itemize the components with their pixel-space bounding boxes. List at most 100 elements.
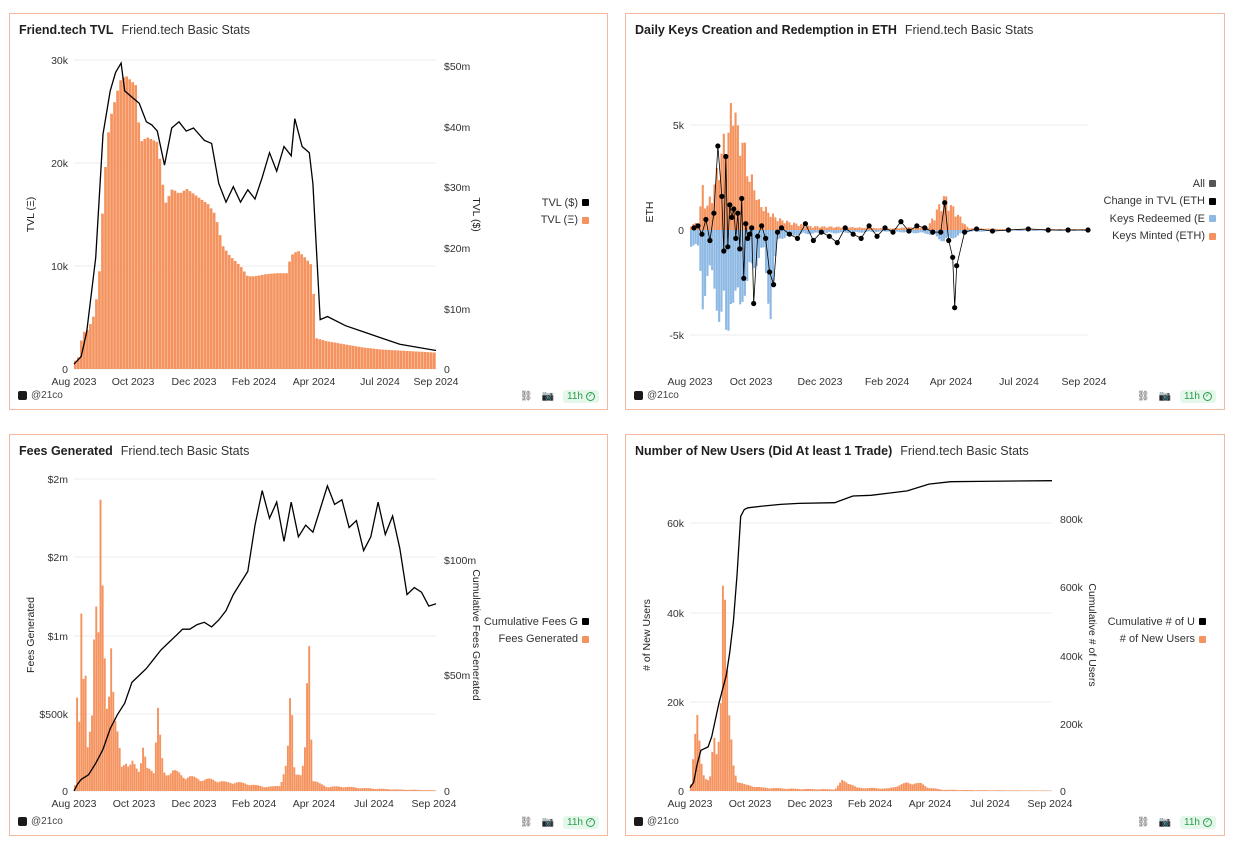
scatter-point: [882, 225, 888, 231]
scatter-point: [938, 229, 944, 235]
bar: [760, 787, 763, 791]
bar: [114, 720, 117, 791]
link-icon[interactable]: ⛓: [519, 817, 533, 828]
bar: [945, 789, 948, 791]
bar: [146, 137, 150, 369]
bar: [110, 113, 113, 370]
bar: [201, 780, 204, 791]
bar-redeemed: [748, 230, 751, 263]
bar-redeemed: [811, 230, 814, 234]
refresh-badge[interactable]: 11h ✓: [1180, 816, 1216, 829]
bar: [809, 788, 812, 791]
bar: [433, 790, 436, 791]
bar: [408, 351, 412, 369]
bar: [832, 789, 835, 791]
bar: [359, 788, 362, 791]
bar: [843, 781, 846, 791]
bar: [862, 788, 865, 791]
bar-redeemed: [828, 230, 831, 232]
author-handle[interactable]: @21co: [647, 389, 679, 401]
bar: [943, 789, 946, 791]
author-handle[interactable]: @21co: [31, 815, 63, 827]
bar-redeemed: [877, 230, 880, 232]
bar: [713, 737, 716, 791]
tvl-chart[interactable]: 0 10k 20k 30k 0 $10m $20m $30m $40m $50m Aug 2023 O…: [10, 44, 607, 404]
legend-item[interactable]: All: [1096, 175, 1216, 193]
bar-redeemed: [781, 230, 784, 239]
legend-item[interactable]: Keys Minted (ETH): [1096, 228, 1216, 246]
legend-item[interactable]: Cumulative Fees G: [469, 613, 589, 631]
tvl-change-line: [693, 145, 1088, 308]
bar-redeemed: [938, 230, 941, 240]
link-icon[interactable]: ⛓: [1136, 391, 1150, 402]
chart-subtitle: Friend.tech Basic Stats: [121, 23, 250, 37]
series-line: [73, 61, 437, 365]
x-tick-label: Dec 2023: [788, 798, 833, 810]
bar-redeemed: [919, 230, 922, 233]
legend-item[interactable]: Fees Generated: [469, 631, 589, 649]
scatter-point: [922, 225, 928, 231]
bar: [404, 789, 406, 791]
bar: [378, 788, 381, 791]
bar: [321, 340, 325, 369]
bar: [900, 784, 903, 791]
bar: [367, 788, 370, 791]
bar-minted: [874, 228, 878, 230]
bar-minted: [762, 211, 765, 230]
bar: [389, 789, 392, 791]
legend-item[interactable]: TVL ($): [541, 194, 589, 212]
bar: [800, 789, 803, 791]
bar-minted: [795, 223, 798, 230]
author-handle[interactable]: @21co: [647, 815, 679, 827]
bar: [91, 715, 93, 791]
keys-chart[interactable]: -5k 0 5k Aug 2023 Oct 2023 Dec 2023 Feb 2024 Ap…: [626, 44, 1224, 404]
bar-minted: [811, 227, 814, 230]
bar-minted: [1057, 229, 1060, 230]
legend-item[interactable]: # of New Users: [1094, 631, 1206, 649]
bar: [297, 774, 300, 791]
users-chart[interactable]: 0 20k 40k 60k 0 200k 400k 600k 800k Aug 2023 Oct 2…: [626, 465, 1224, 830]
bar-redeemed: [825, 230, 828, 233]
panel-title: Daily Keys Creation and Redemption in ET…: [635, 23, 1033, 37]
y-tick-label: $500k: [39, 709, 68, 721]
bar-minted: [905, 228, 908, 230]
dune-logo-icon: [18, 390, 27, 400]
bar: [707, 780, 709, 791]
bar: [267, 786, 270, 791]
fees-chart[interactable]: 0 $500k $1m $2m $2m 0 $50m $100m Aug 2023 Oct 202…: [10, 465, 607, 830]
camera-icon[interactable]: 📷: [541, 391, 555, 402]
bar-minted: [853, 227, 856, 230]
bar: [924, 786, 927, 791]
bar-minted: [1052, 229, 1055, 230]
bar: [724, 599, 726, 791]
camera-icon[interactable]: 📷: [1158, 391, 1172, 402]
link-icon[interactable]: ⛓: [1136, 817, 1150, 828]
bar: [709, 776, 712, 791]
bar: [291, 715, 294, 791]
legend-item[interactable]: Change in TVL (ETH: [1096, 193, 1216, 211]
bar: [783, 788, 786, 791]
bar-minted: [945, 196, 948, 230]
link-icon[interactable]: ⛓: [519, 391, 533, 402]
legend-item[interactable]: Keys Redeemed (E: [1096, 210, 1216, 228]
bar: [152, 140, 156, 369]
legend-item[interactable]: TVL (Ξ): [541, 212, 589, 230]
bar: [849, 784, 852, 791]
legend-item[interactable]: Cumulative # of U: [1094, 613, 1206, 631]
x-tick-label: Aug 2023: [52, 376, 97, 388]
scatter-point: [810, 237, 816, 244]
refresh-badge[interactable]: 11h ✓: [563, 816, 599, 829]
refresh-badge[interactable]: 11h ✓: [1180, 390, 1216, 403]
camera-icon[interactable]: 📷: [1158, 817, 1172, 828]
scatter-point: [725, 244, 731, 250]
bar: [885, 788, 888, 791]
camera-icon[interactable]: 📷: [541, 817, 555, 828]
bar: [768, 788, 771, 791]
bar: [159, 734, 162, 791]
bar: [257, 785, 260, 791]
refresh-badge[interactable]: 11h ✓: [563, 390, 599, 403]
bar: [917, 782, 920, 791]
bar: [401, 789, 404, 791]
bar: [781, 788, 784, 791]
author-handle[interactable]: @21co: [31, 389, 63, 401]
